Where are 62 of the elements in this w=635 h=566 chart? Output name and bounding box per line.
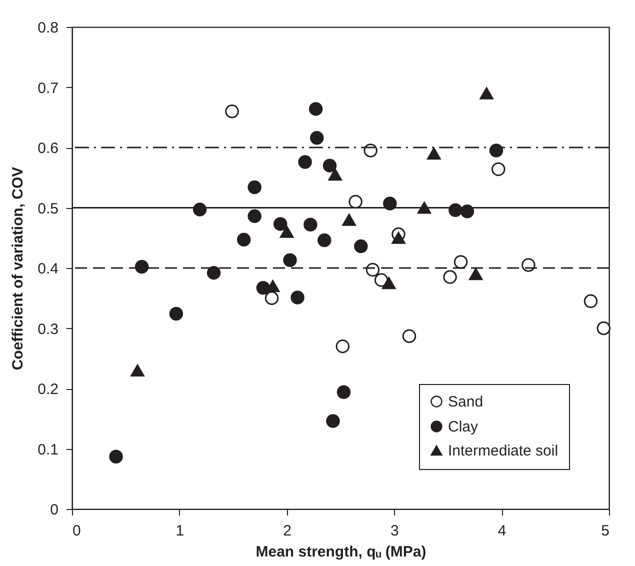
y-tick-label: 0.2 — [38, 381, 58, 398]
y-tick-label: 0.4 — [38, 260, 58, 278]
legend-label: Sand — [448, 394, 484, 410]
x-tick-label: 5 — [601, 522, 610, 540]
x-tick-label: 3 — [390, 522, 399, 540]
point — [318, 233, 332, 248]
point — [304, 218, 318, 232]
point — [348, 194, 362, 209]
x-axis-title: Mean strength, qᵤ (MPa) — [256, 544, 426, 560]
x-tick-label: 4 — [498, 522, 506, 540]
x-tick-label: 2 — [283, 522, 292, 540]
y-tick-label: 0.6 — [38, 140, 58, 157]
y-tick-label: 0.5 — [38, 200, 58, 218]
point — [308, 102, 323, 116]
point — [290, 290, 304, 304]
point — [298, 155, 312, 169]
legend-label: Intermediate soil — [448, 442, 558, 460]
point — [480, 87, 494, 100]
point — [336, 339, 350, 354]
point — [322, 158, 337, 172]
point — [596, 321, 611, 336]
x-tick-label: 0 — [72, 522, 81, 540]
point — [454, 255, 468, 269]
y-tick-label: 0.7 — [38, 80, 58, 97]
point — [417, 202, 432, 214]
legend-label: Clay — [448, 418, 479, 436]
point — [134, 260, 149, 274]
point — [427, 147, 441, 160]
point — [328, 168, 342, 181]
point — [256, 281, 270, 295]
point — [130, 364, 144, 376]
y-tick-label: 0.8 — [38, 20, 58, 36]
point — [109, 450, 123, 464]
point — [382, 277, 396, 290]
point — [264, 291, 279, 305]
point — [584, 294, 598, 308]
point — [273, 217, 288, 231]
point — [310, 131, 324, 145]
point — [206, 266, 221, 280]
point — [283, 253, 297, 268]
point — [443, 270, 457, 284]
point — [354, 239, 368, 254]
point — [280, 226, 294, 238]
x-tick-label: 1 — [176, 522, 184, 540]
point — [326, 414, 340, 428]
y-tick-label: 0 — [50, 502, 58, 518]
point — [225, 104, 239, 118]
point — [336, 385, 351, 399]
point — [392, 232, 406, 244]
point — [342, 214, 356, 226]
point — [383, 196, 397, 210]
point — [248, 180, 262, 194]
point — [374, 273, 388, 287]
point — [236, 232, 251, 247]
point — [248, 209, 262, 224]
point — [468, 268, 483, 280]
y-axis-title: Coefficient of variation, COV — [10, 166, 27, 370]
point — [492, 162, 506, 176]
y-tick-label: 0.1 — [38, 441, 58, 458]
point — [402, 329, 416, 343]
y-tick-label: 0.3 — [38, 320, 58, 338]
point — [169, 306, 184, 321]
